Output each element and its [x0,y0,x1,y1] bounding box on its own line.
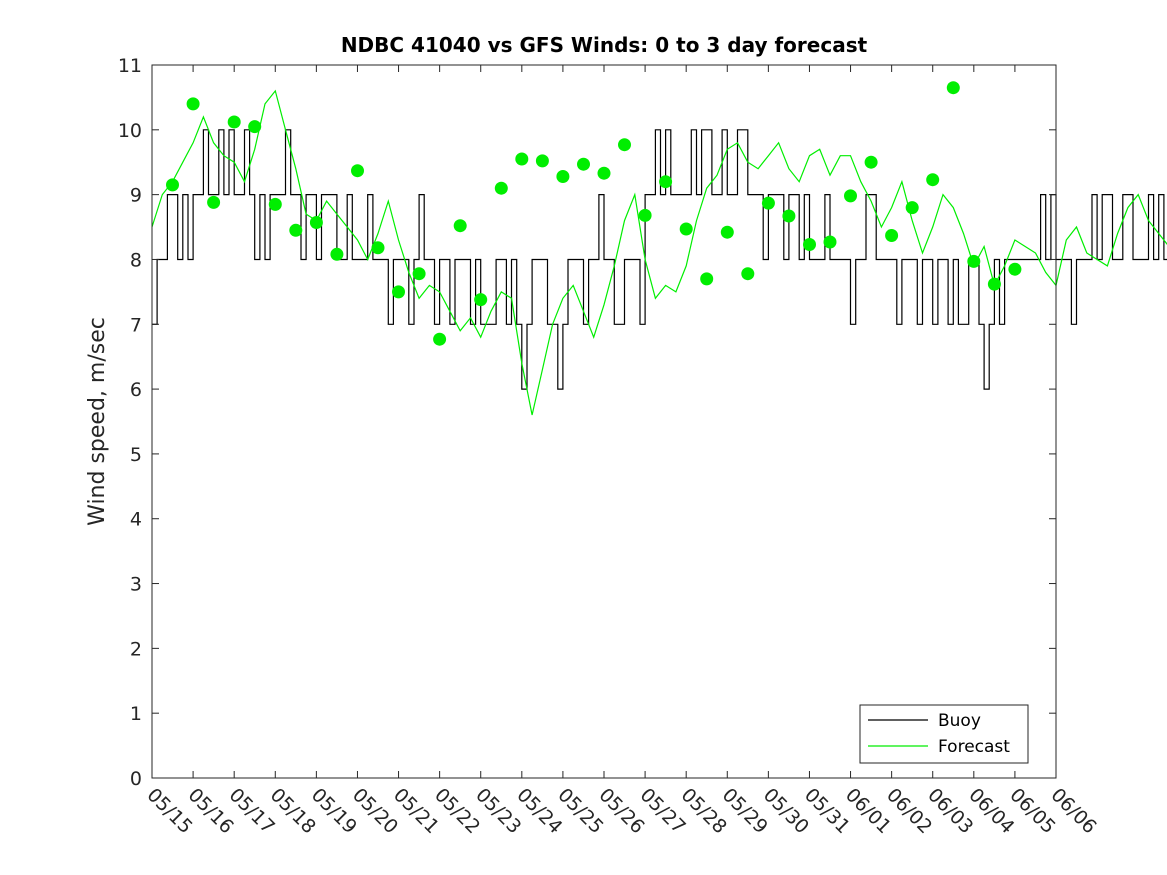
buoy-series-line [152,129,1167,390]
forecast-point [412,267,426,281]
forecast-point [494,181,508,195]
forecast-point [761,196,775,210]
y-tick-label: 0 [130,768,142,790]
forecast-point [659,175,673,189]
forecast-point [782,209,796,223]
legend-buoy-label: Buoy [938,711,981,731]
y-tick-label: 6 [130,379,142,401]
forecast-point [453,219,467,233]
forecast-point [166,178,179,192]
y-tick-label: 7 [130,314,142,336]
forecast-point [926,173,940,187]
forecast-series-line [151,89,1167,416]
legend-forecast-label: Forecast [938,737,1010,757]
plot-area [152,65,1056,778]
forecast-point [720,225,734,239]
forecast-analysis-markers [166,81,1022,346]
forecast-point [577,157,590,171]
forecast-point [535,154,549,168]
forecast-point [330,247,344,261]
forecast-point [227,115,241,129]
y-tick-label: 9 [130,185,142,207]
y-tick-label: 1 [130,703,142,725]
y-tick-label: 10 [118,120,142,142]
series-layer [151,81,1167,416]
forecast-point [597,166,611,180]
forecast-point [618,138,631,152]
forecast-point [309,216,323,229]
chart-title: NDBC 41040 vs GFS Winds: 0 to 3 day fore… [341,33,868,57]
forecast-point [515,152,529,166]
legend-box [859,704,1029,764]
forecast-point [556,170,570,183]
forecast-point [207,195,221,209]
forecast-point [987,277,1001,291]
forecast-point [905,201,919,215]
y-axis-label: Wind speed, m/sec [85,317,110,526]
forecast-point [351,164,364,178]
forecast-point [1008,262,1022,276]
forecast-point [371,241,385,255]
y-tick-label: 2 [130,638,142,660]
forecast-point [474,293,488,307]
forecast-point [844,189,857,203]
y-tick-label: 11 [118,55,142,77]
forecast-point [864,155,878,169]
y-tick-label: 5 [130,444,142,466]
forecast-point [638,208,652,222]
forecast-point [186,97,200,111]
forecast-point [679,222,693,236]
forecast-point [700,272,714,286]
axes-box [151,64,1057,779]
y-tick-label: 4 [130,509,142,531]
y-tick-label: 3 [130,574,142,596]
forecast-point [803,238,816,251]
forecast-point [392,285,405,299]
forecast-point [967,254,981,268]
forecast-point [268,197,282,211]
forecast-point [823,235,837,249]
forecast-point [741,267,755,281]
forecast-point [946,81,960,95]
forecast-point [885,229,899,242]
y-tick-label: 8 [130,249,142,271]
forecast-point [433,332,447,346]
legend: Buoy Forecast [859,704,1029,764]
forecast-point [248,120,262,134]
forecast-point [289,223,303,237]
